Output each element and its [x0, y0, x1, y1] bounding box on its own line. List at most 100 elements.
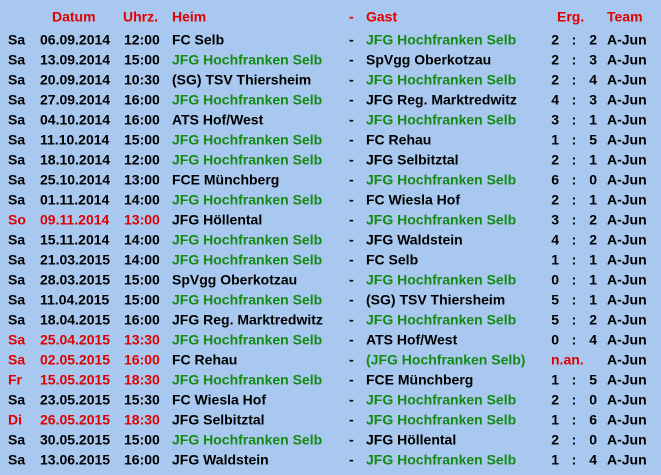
- score-separator: :: [572, 72, 577, 88]
- date: 26.05.2015: [40, 412, 110, 428]
- team: A-Jun: [607, 132, 647, 148]
- home-team: FC Wiesla Hof: [172, 392, 266, 408]
- date: 09.11.2014: [40, 212, 110, 228]
- goals-guest: 0: [589, 432, 597, 448]
- score-separator: :: [572, 52, 577, 68]
- home-team: JFG Höllental: [172, 212, 262, 228]
- day: Sa: [8, 172, 25, 188]
- goals-home: 5: [551, 292, 559, 308]
- dash: -: [349, 412, 354, 428]
- score-separator: :: [572, 372, 577, 388]
- team: A-Jun: [607, 112, 647, 128]
- goals-guest: 3: [589, 92, 597, 108]
- time: 14:00: [124, 232, 160, 248]
- goals-guest: 4: [589, 452, 597, 468]
- guest-team: FC Rehau: [366, 132, 431, 148]
- date: 27.09.2014: [40, 92, 110, 108]
- team: A-Jun: [607, 232, 647, 248]
- guest-team: JFG Selbitztal: [366, 152, 459, 168]
- score-separator: :: [572, 152, 577, 168]
- time: 14:00: [124, 252, 160, 268]
- date: 06.09.2014: [40, 32, 110, 48]
- score-separator: :: [572, 92, 577, 108]
- dash: -: [349, 92, 354, 108]
- guest-team: JFG Hochfranken Selb: [366, 172, 516, 188]
- guest-team: JFG Hochfranken Selb: [366, 392, 516, 408]
- team: A-Jun: [607, 152, 647, 168]
- goals-home: 1: [551, 132, 559, 148]
- time: 12:00: [124, 32, 160, 48]
- date: 13.06.2015: [40, 452, 110, 468]
- date: 11.04.2015: [40, 292, 110, 308]
- time: 16:00: [124, 112, 160, 128]
- goals-home: 3: [551, 112, 559, 128]
- team: A-Jun: [607, 272, 647, 288]
- guest-team: JFG Hochfranken Selb: [366, 412, 516, 428]
- goals-guest: 0: [589, 172, 597, 188]
- day: Sa: [8, 332, 25, 348]
- date: 21.03.2015: [40, 252, 110, 268]
- time: 15:00: [124, 272, 160, 288]
- team: A-Jun: [607, 212, 647, 228]
- score-separator: :: [572, 272, 577, 288]
- goals-guest: 0: [589, 392, 597, 408]
- time: 13:00: [124, 212, 160, 228]
- home-team: JFG Hochfranken Selb: [172, 92, 322, 108]
- time: 15:00: [124, 52, 160, 68]
- goals-guest: 1: [589, 252, 597, 268]
- time: 13:00: [124, 172, 160, 188]
- date: 18.10.2014: [40, 152, 110, 168]
- goals-guest: 1: [589, 152, 597, 168]
- day: Sa: [8, 52, 25, 68]
- score-separator: :: [572, 232, 577, 248]
- day: Sa: [8, 192, 25, 208]
- guest-team: JFG Hochfranken Selb: [366, 112, 516, 128]
- time: 15:00: [124, 132, 160, 148]
- time: 18:30: [124, 372, 160, 388]
- home-team: JFG Waldstein: [172, 452, 269, 468]
- goals-home: 1: [551, 252, 559, 268]
- header-date: Datum: [52, 9, 96, 25]
- goals-guest: 5: [589, 132, 597, 148]
- dash: -: [349, 72, 354, 88]
- home-team: FC Selb: [172, 32, 224, 48]
- date: 30.05.2015: [40, 432, 110, 448]
- home-team: JFG Hochfranken Selb: [172, 52, 322, 68]
- goals-home: 1: [551, 412, 559, 428]
- team: A-Jun: [607, 32, 647, 48]
- goals-home: 4: [551, 232, 559, 248]
- team: A-Jun: [607, 52, 647, 68]
- dash: -: [349, 392, 354, 408]
- dash: -: [349, 372, 354, 388]
- goals-home: 1: [551, 372, 559, 388]
- score-separator: :: [572, 332, 577, 348]
- home-team: JFG Hochfranken Selb: [172, 152, 322, 168]
- guest-team: JFG Höllental: [366, 432, 456, 448]
- goals-home: 2: [551, 152, 559, 168]
- day: Sa: [8, 72, 25, 88]
- time: 16:00: [124, 92, 160, 108]
- day: Sa: [8, 132, 25, 148]
- score-separator: :: [572, 412, 577, 428]
- day: Sa: [8, 352, 25, 368]
- home-team: JFG Hochfranken Selb: [172, 432, 322, 448]
- goals-guest: 4: [589, 72, 597, 88]
- guest-team: ATS Hof/West: [366, 332, 458, 348]
- home-team: JFG Hochfranken Selb: [172, 292, 322, 308]
- guest-team: JFG Hochfranken Selb: [366, 212, 516, 228]
- team: A-Jun: [607, 432, 647, 448]
- date: 25.04.2015: [40, 332, 110, 348]
- score-separator: :: [572, 32, 577, 48]
- dash: -: [349, 172, 354, 188]
- goals-home: 0: [551, 272, 559, 288]
- score-separator: :: [572, 132, 577, 148]
- guest-team: JFG Hochfranken Selb: [366, 72, 516, 88]
- dash: -: [349, 432, 354, 448]
- date: 15.05.2015: [40, 372, 110, 388]
- home-team: (SG) TSV Thiersheim: [172, 72, 311, 88]
- goals-guest: 3: [589, 52, 597, 68]
- guest-team: JFG Reg. Marktredwitz: [366, 92, 517, 108]
- dash: -: [349, 252, 354, 268]
- header-dash: -: [349, 9, 354, 25]
- goals-guest: 2: [589, 32, 597, 48]
